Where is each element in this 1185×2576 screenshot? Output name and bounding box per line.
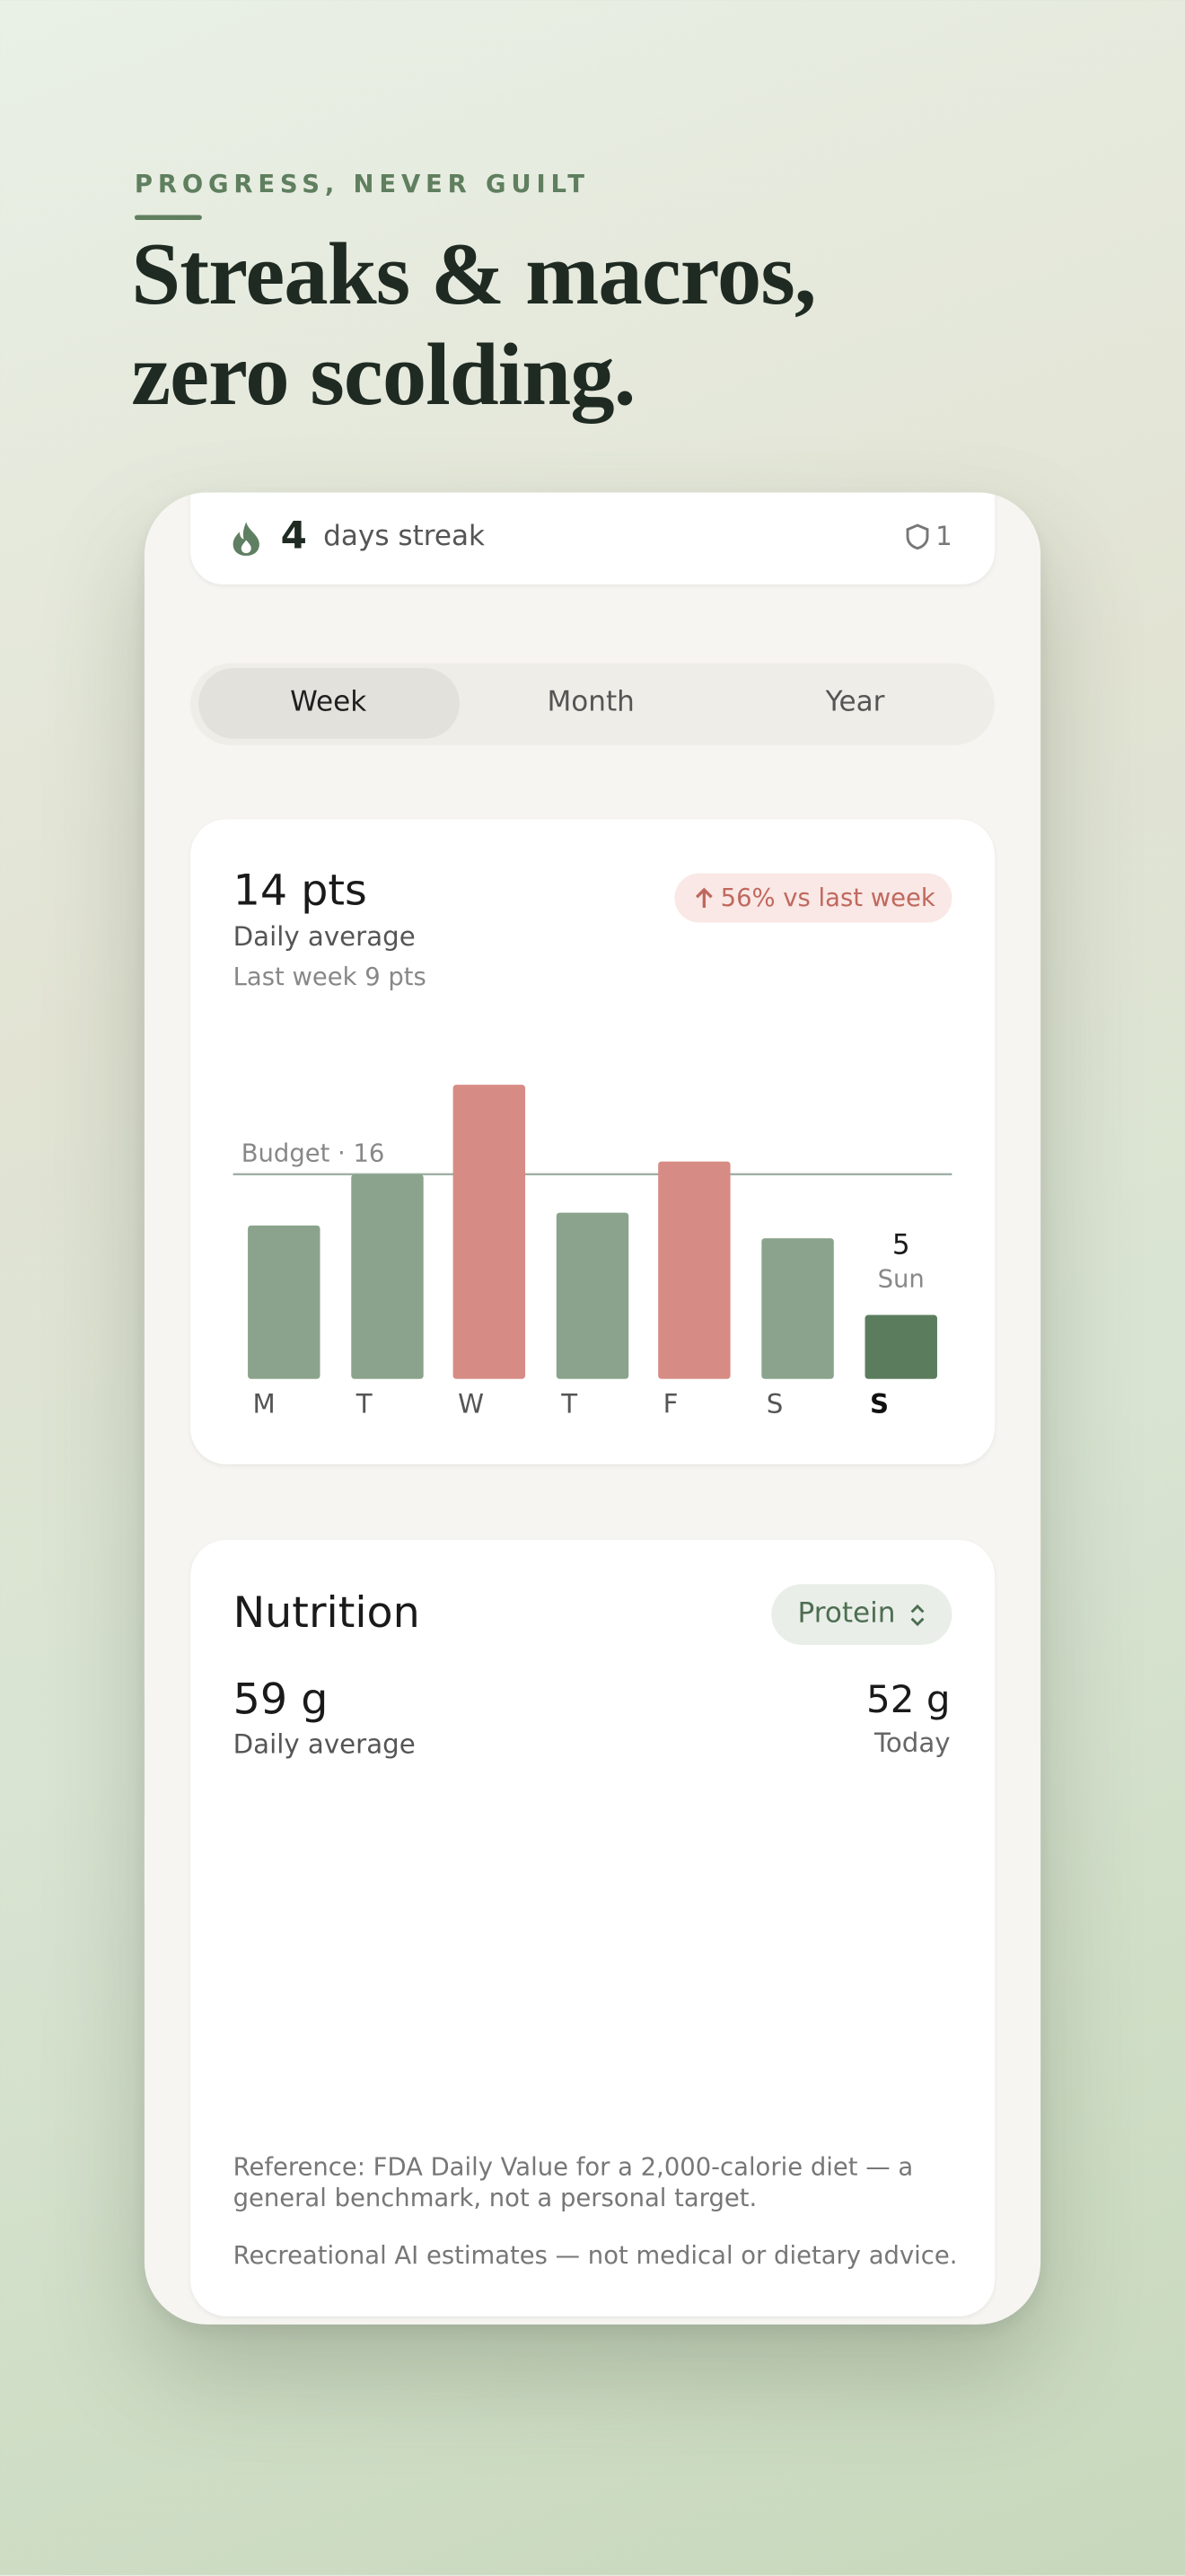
nutrition-card: Nutrition Protein 59 g Daily average 52 … bbox=[190, 1539, 995, 2317]
nutrition-average: 59 g bbox=[233, 1675, 329, 1726]
x-label: S bbox=[767, 1389, 784, 1420]
points-value: 14 pts bbox=[233, 866, 367, 917]
points-card: 14 pts Daily average Last week 9 pts 56%… bbox=[190, 819, 995, 1464]
change-text: 56% vs last week bbox=[720, 883, 935, 913]
bar bbox=[248, 1225, 320, 1379]
flame-icon bbox=[233, 522, 259, 556]
disclaimer: Recreational AI estimates — not medical … bbox=[233, 2240, 958, 2271]
bar bbox=[761, 1238, 834, 1379]
points-last-week: Last week 9 pts bbox=[233, 962, 426, 992]
up-arrow bbox=[695, 887, 713, 909]
x-label: T bbox=[560, 1389, 577, 1420]
x-label: F bbox=[663, 1389, 679, 1420]
bar bbox=[556, 1212, 629, 1379]
today-value: 5 bbox=[892, 1229, 910, 1262]
bar bbox=[865, 1314, 937, 1379]
points-chart: Budget · 16 M T W T F S S 5 Sun bbox=[233, 1085, 952, 1420]
bar bbox=[452, 1085, 526, 1379]
shield-count: 1 bbox=[935, 520, 952, 552]
shield-icon bbox=[906, 523, 929, 550]
x-label: S bbox=[870, 1389, 889, 1420]
points-subtitle: Daily average bbox=[233, 920, 416, 953]
x-label: M bbox=[253, 1389, 276, 1420]
reference-label: Budget · 16 bbox=[241, 1139, 385, 1167]
tab[interactable]: Week bbox=[290, 686, 367, 719]
tab[interactable]: Year bbox=[825, 686, 885, 719]
streak-card[interactable]: 4 days streak 1 bbox=[190, 492, 995, 585]
eyebrow: PROGRESS, NEVER GUILT bbox=[134, 169, 590, 199]
today-day: Sun bbox=[878, 1266, 925, 1294]
x-label: T bbox=[356, 1389, 373, 1420]
headline: Streaks & macros, bbox=[131, 224, 816, 324]
bar bbox=[658, 1161, 731, 1379]
tab[interactable]: Month bbox=[547, 686, 635, 719]
nutrition-title: Nutrition bbox=[233, 1588, 420, 1639]
tabs: Week Month Year bbox=[190, 663, 995, 746]
nutrient-picker[interactable]: Protein bbox=[771, 1584, 952, 1645]
phone: 4 days streak 1 Week Month Year 14 pts D… bbox=[144, 492, 1041, 2325]
nutrition-today: 52 g bbox=[865, 1679, 951, 1722]
bar bbox=[351, 1174, 424, 1379]
eyebrow-rule bbox=[134, 215, 202, 220]
x-label: W bbox=[458, 1389, 484, 1420]
headline: zero scolding. bbox=[131, 325, 636, 424]
change-badge: 56% vs last week bbox=[674, 873, 952, 923]
streak-count: 4 bbox=[280, 515, 307, 558]
chevron-icon bbox=[910, 1604, 925, 1627]
tab-active[interactable] bbox=[198, 668, 460, 739]
reference-note: Reference: FDA Daily Value for a 2,000-c… bbox=[233, 2151, 914, 2213]
nutrient-picker-label: Protein bbox=[797, 1596, 896, 1631]
nutrition-average-label: Daily average bbox=[233, 1728, 416, 1760]
nutrition-today-label: Today bbox=[873, 1727, 951, 1759]
streak-label: days streak bbox=[323, 520, 486, 554]
